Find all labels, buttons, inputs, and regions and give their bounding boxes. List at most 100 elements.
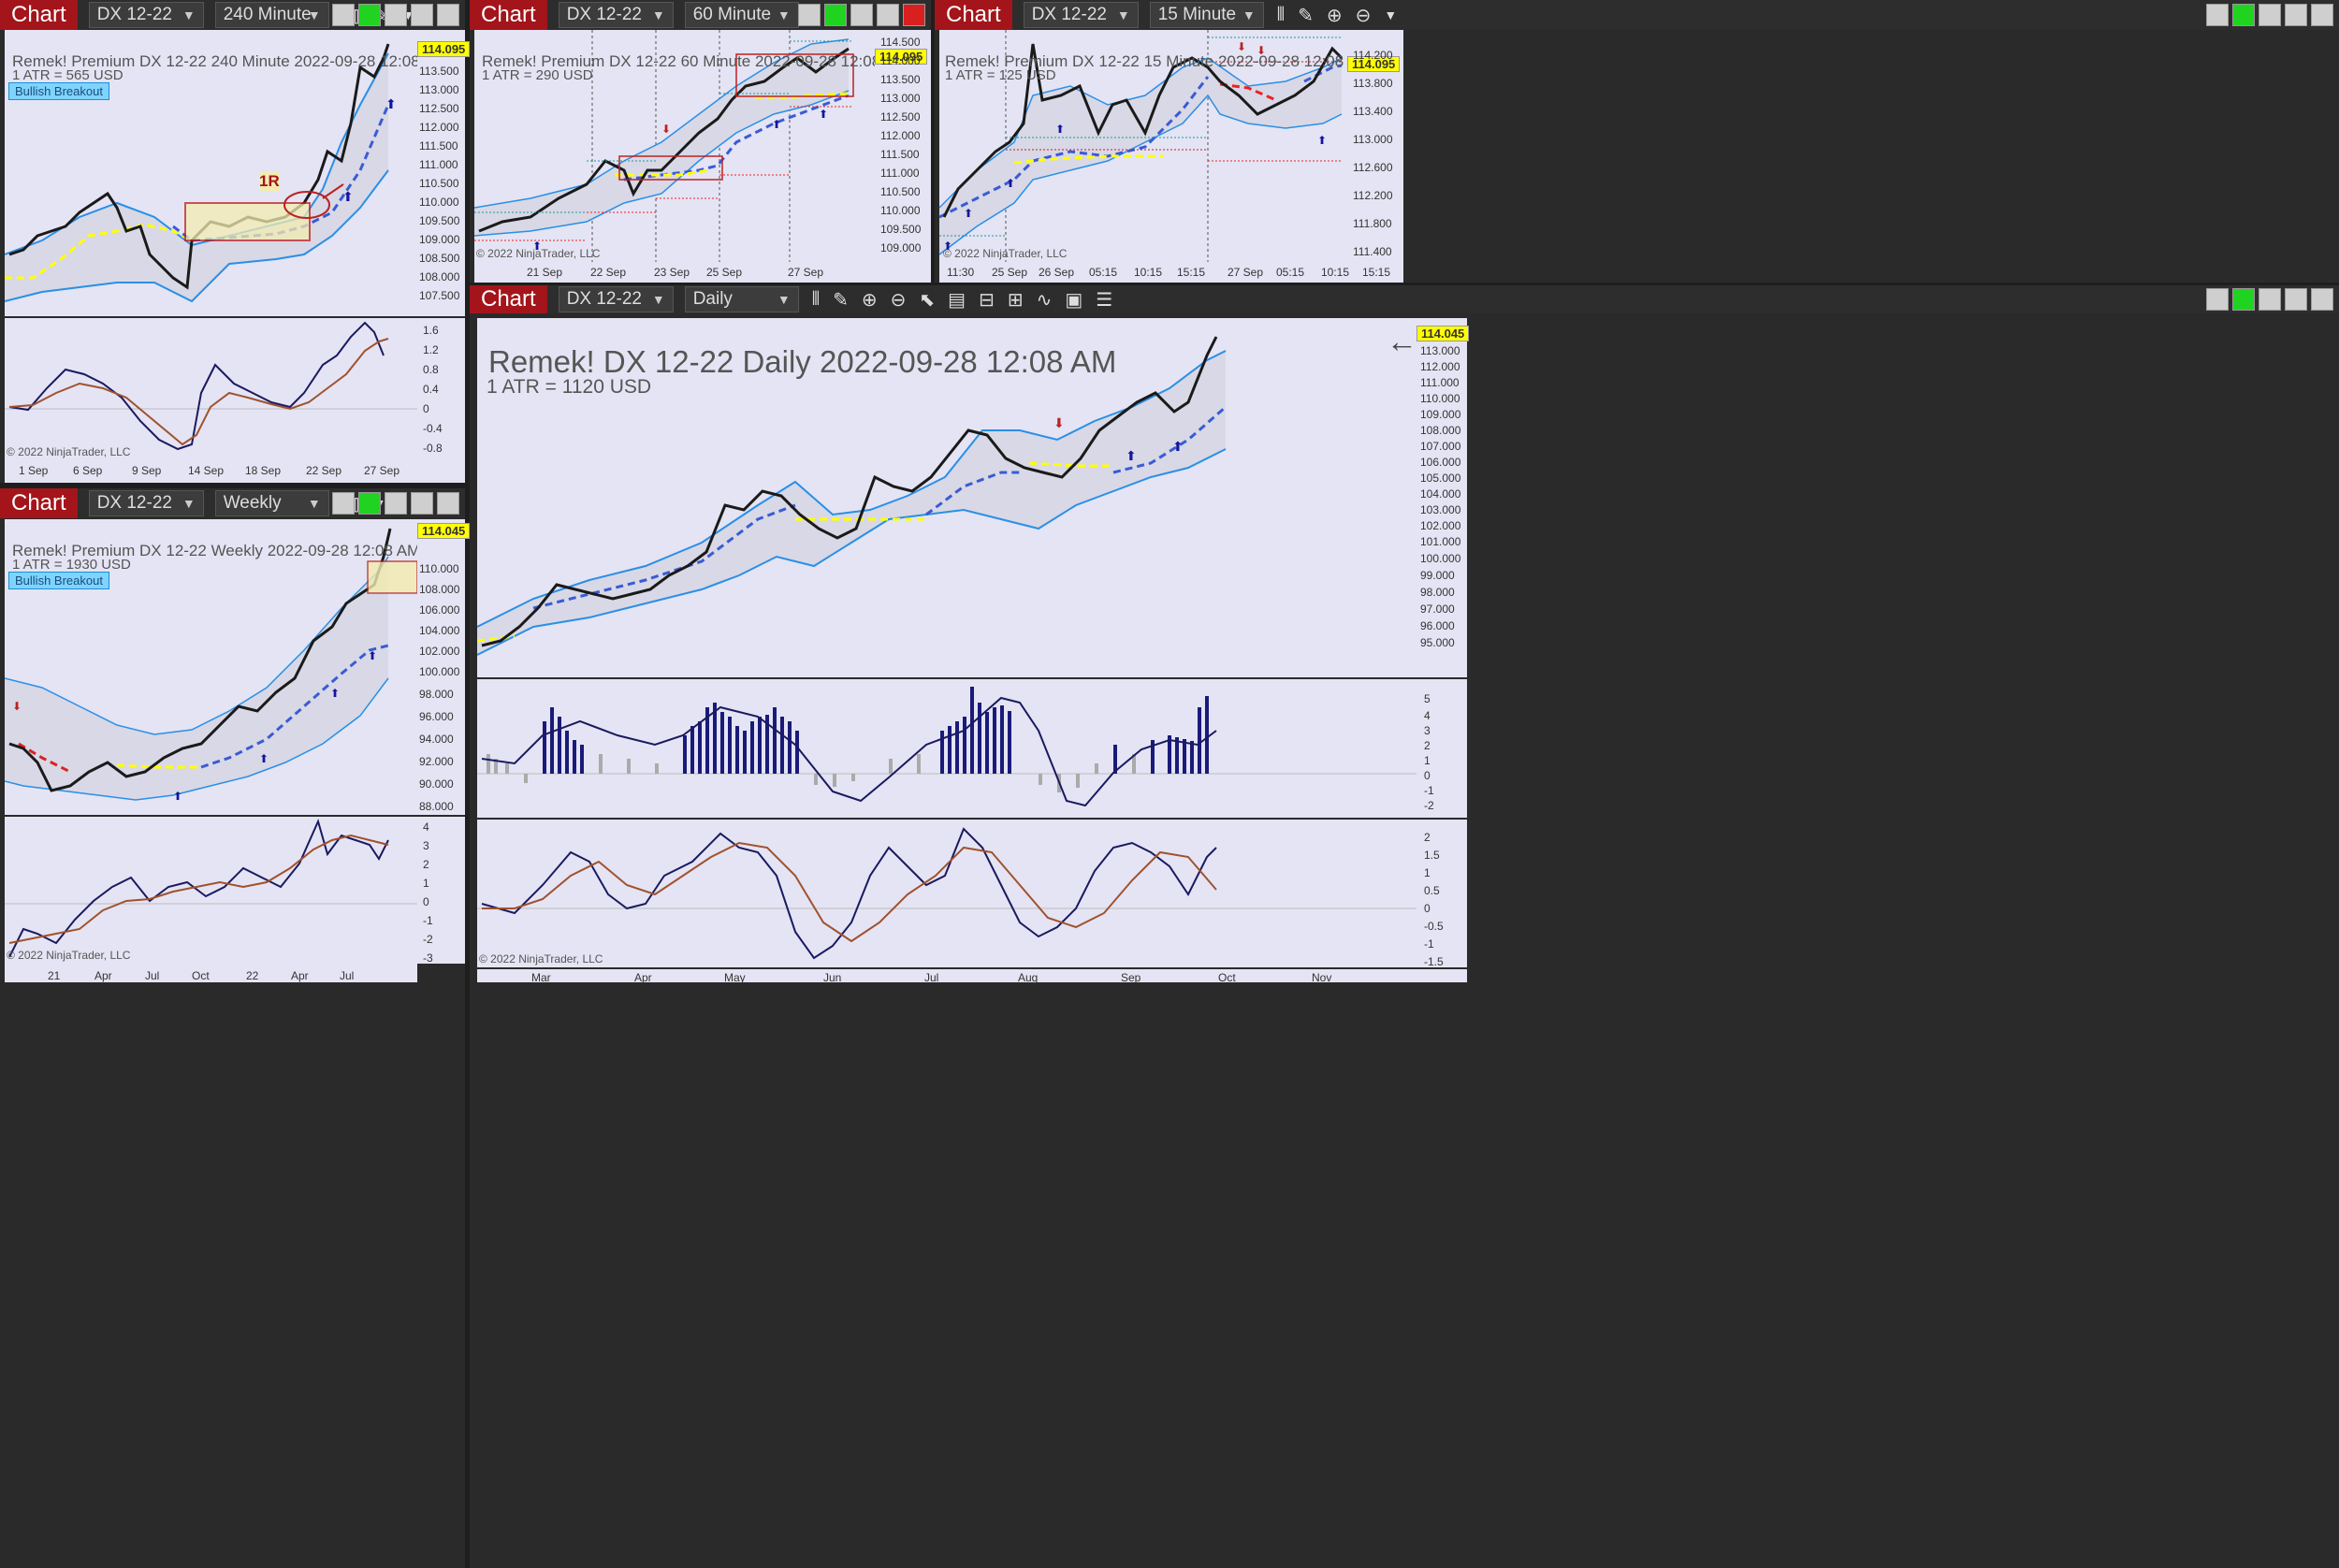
chart-tab[interactable]: Chart xyxy=(0,488,78,518)
svg-text:⬆: ⬆ xyxy=(1172,439,1184,454)
link-color-button[interactable] xyxy=(2232,288,2255,311)
oscillator-chart xyxy=(477,827,1416,960)
dropdown-icon[interactable]: ▼ xyxy=(1384,7,1398,22)
link-color-button[interactable] xyxy=(358,492,381,515)
chart-title: Remek! Premium DX 12-22 15 Minute 2022-0… xyxy=(945,52,1347,70)
instrument-selector[interactable]: DX 12-22 ▼ xyxy=(1023,2,1139,28)
minimize-button[interactable] xyxy=(850,4,873,26)
properties-icon[interactable]: ⊟ xyxy=(979,289,995,311)
price-panel-daily[interactable]: ⬇ ⬆ ⬆ Remek! DX 12-22 Daily 2022-09-28 1… xyxy=(477,318,1416,677)
indicator-panel[interactable] xyxy=(5,318,417,460)
price-tick: 113.500 xyxy=(880,73,921,86)
price-tick: 113.500 xyxy=(419,65,459,78)
zoom-in-icon[interactable]: ⊕ xyxy=(861,289,878,311)
price-tick: 110.500 xyxy=(880,185,921,198)
interval-selector[interactable]: 60 Minute ▼ xyxy=(684,2,799,28)
price-tick: 112.500 xyxy=(880,110,921,123)
drawing-tool-icon[interactable]: ✎ xyxy=(833,289,849,311)
maximize-button[interactable] xyxy=(877,4,899,26)
strategies-icon[interactable]: ⊞ xyxy=(1007,289,1024,311)
chart-title: Remek! DX 12-22 Daily 2022-09-28 12:08 A… xyxy=(488,344,1117,379)
price-panel[interactable]: ⬆ ⬆ Remek! Premium DX 12-22 240 Minute 2… xyxy=(5,30,417,316)
zoom-in-icon[interactable]: ⊕ xyxy=(1326,5,1343,26)
chevron-down-icon: ▼ xyxy=(651,7,665,22)
interval-value: Daily xyxy=(692,289,733,309)
time-tick: 22 Sep xyxy=(306,464,342,477)
window-option-button[interactable] xyxy=(332,492,355,515)
close-button[interactable] xyxy=(437,4,459,26)
price-axis: 114.095 114.500 114.000 113.500 113.000 … xyxy=(875,30,931,262)
instrument-selector[interactable]: DX 12-22 ▼ xyxy=(558,2,674,28)
interval-selector[interactable]: Weekly ▼ xyxy=(214,490,329,516)
indicator-axis: 1.6 1.2 0.8 0.4 0 -0.4 -0.8 xyxy=(417,318,465,460)
window-option-button[interactable] xyxy=(2206,288,2229,311)
link-color-button[interactable] xyxy=(2232,4,2255,26)
bar-style-icon[interactable]: ⫴ xyxy=(811,288,821,310)
chart-tab[interactable]: Chart xyxy=(470,285,547,313)
window-option-button[interactable] xyxy=(2206,4,2229,26)
interval-selector[interactable]: Daily ▼ xyxy=(684,286,799,312)
indicators-icon[interactable]: ∿ xyxy=(1036,289,1053,311)
time-tick: 26 Sep xyxy=(1039,266,1075,279)
time-tick: 05:15 xyxy=(1276,266,1305,279)
maximize-button[interactable] xyxy=(2285,4,2307,26)
list-icon[interactable]: ☰ xyxy=(1096,289,1113,311)
svg-text:⬇: ⬇ xyxy=(661,123,671,136)
ind-tick: -0.8 xyxy=(423,442,443,455)
close-button[interactable] xyxy=(903,4,925,26)
instrument-selector[interactable]: DX 12-22 ▼ xyxy=(88,2,204,28)
time-tick: 21 Sep xyxy=(527,266,563,279)
interval-selector[interactable]: 240 Minute ▼ xyxy=(214,2,329,28)
price-panel-15min[interactable]: ⬆ ⬆ ⬆ ⬆ ⬇ ⬇ ⬆ ⬆ Remek! Premium DX 12-22 … xyxy=(939,30,1347,262)
price-tick: 97.000 xyxy=(1420,603,1455,616)
histogram-panel-daily[interactable] xyxy=(477,679,1416,818)
maximize-button[interactable] xyxy=(2285,288,2307,311)
ind-tick: 1 xyxy=(1424,866,1431,879)
window-option-button[interactable] xyxy=(332,4,355,26)
copyright: © 2022 NinjaTrader, LLC xyxy=(7,949,131,962)
svg-text:⬆: ⬆ xyxy=(943,240,952,253)
interval-value: 240 Minute xyxy=(223,5,312,24)
time-tick: 05:15 xyxy=(1089,266,1118,279)
chart-tab[interactable]: Chart xyxy=(470,0,547,30)
atr-label: 1 ATR = 1930 USD xyxy=(12,557,131,573)
indicator-panel-daily[interactable] xyxy=(477,820,1416,967)
chart-tab[interactable]: Chart xyxy=(0,0,78,30)
ind-tick: 1.6 xyxy=(423,324,439,337)
time-tick: Apr xyxy=(94,969,112,982)
interval-selector[interactable]: 15 Minute ▼ xyxy=(1149,2,1264,28)
back-arrow-icon[interactable]: ← xyxy=(1387,324,1416,358)
price-axis: 114.095 113.500 113.000 112.500 112.000 … xyxy=(417,30,471,316)
price-tick: 104.000 xyxy=(419,624,460,637)
data-box-icon[interactable]: ▤ xyxy=(948,289,966,311)
drawing-tool-icon[interactable]: ✎ xyxy=(1298,5,1314,26)
indicator-panel-weekly[interactable] xyxy=(5,817,417,964)
last-price-box: 114.095 xyxy=(1347,56,1401,72)
close-button[interactable] xyxy=(437,492,459,515)
close-button[interactable] xyxy=(2311,288,2333,311)
svg-text:⬆: ⬆ xyxy=(173,790,182,803)
link-color-button[interactable] xyxy=(358,4,381,26)
instrument-selector[interactable]: DX 12-22 ▼ xyxy=(558,286,674,312)
close-button[interactable] xyxy=(2311,4,2333,26)
link-color-button[interactable] xyxy=(824,4,847,26)
price-tick: 111.000 xyxy=(1420,376,1460,389)
time-tick: Nov xyxy=(1312,971,1332,984)
instrument-selector[interactable]: DX 12-22 ▼ xyxy=(88,490,204,516)
zoom-out-icon[interactable]: ⊖ xyxy=(1355,5,1372,26)
chart-tab[interactable]: Chart xyxy=(935,0,1012,30)
minimize-button[interactable] xyxy=(385,4,407,26)
price-panel[interactable]: ⬆ ⬇ ⬆ ⬆ Remek! Premium DX 12-22 60 Minut… xyxy=(474,30,875,262)
price-panel-weekly[interactable]: ⬇ ⬆ ⬆ ⬆ ⬆ Remek! Premium DX 12-22 Weekly… xyxy=(5,519,417,815)
templates-icon[interactable]: ▣ xyxy=(1065,289,1083,311)
maximize-button[interactable] xyxy=(411,4,433,26)
zoom-out-icon[interactable]: ⊖ xyxy=(890,289,907,311)
bar-style-icon[interactable]: ⫴ xyxy=(1276,4,1286,25)
minimize-button[interactable] xyxy=(2259,288,2281,311)
minimize-button[interactable] xyxy=(385,492,407,515)
minimize-button[interactable] xyxy=(2259,4,2281,26)
instrument-value: DX 12-22 xyxy=(96,493,172,513)
window-option-button[interactable] xyxy=(798,4,821,26)
pointer-icon[interactable]: ⬉ xyxy=(919,289,936,311)
maximize-button[interactable] xyxy=(411,492,433,515)
